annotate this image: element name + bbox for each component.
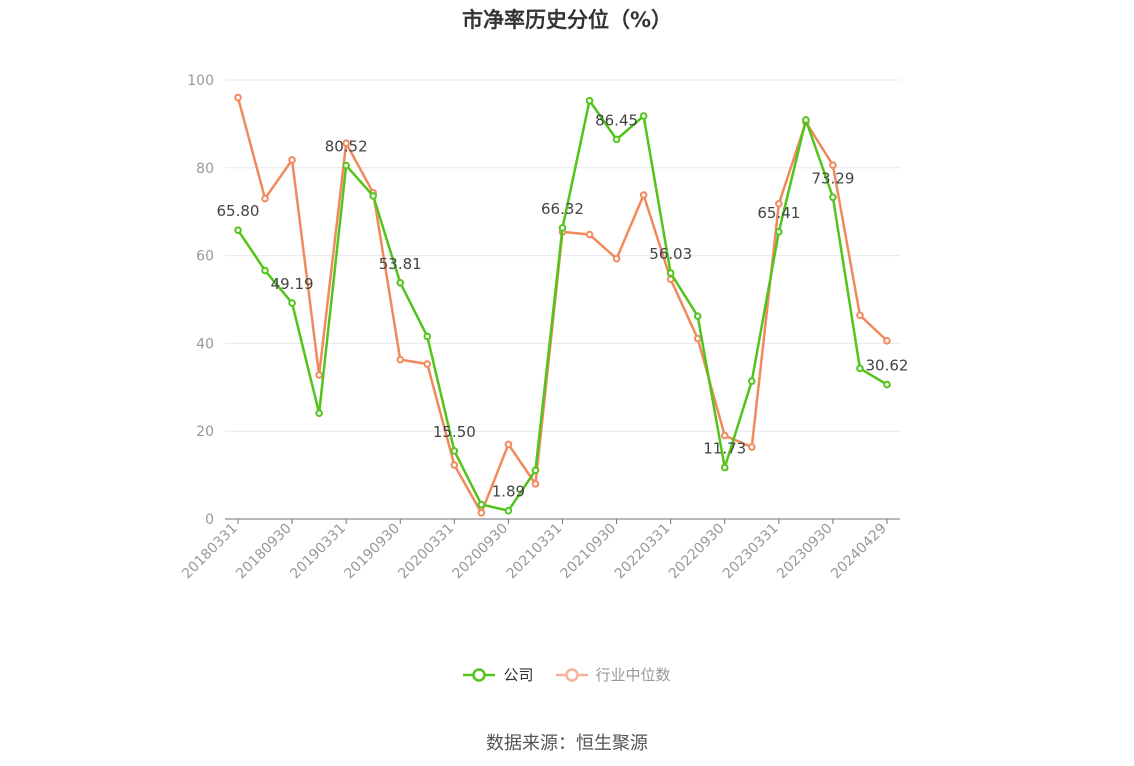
data-point-company	[856, 364, 864, 373]
x-tick-label: 20220930	[666, 521, 728, 583]
data-point-company	[531, 466, 540, 475]
data-point-industry-median	[450, 461, 459, 469]
data-point-company	[802, 116, 810, 124]
x-tick-label: 20240429	[828, 521, 890, 583]
data-point-company	[261, 266, 269, 275]
legend-item-company[interactable]: 公司	[463, 664, 534, 685]
series-line-company	[236, 99, 888, 512]
source-note: 数据来源：恒生聚源	[486, 733, 648, 754]
data-point-industry-median	[720, 431, 729, 440]
legend-marker-industry-median	[555, 667, 588, 682]
data-point-industry-median	[234, 93, 242, 102]
y-tick-label: 100	[187, 73, 214, 89]
x-tick-label: 20210930	[558, 521, 620, 583]
x-tick-label: 20230930	[774, 521, 836, 583]
x-tick-label: 20200930	[450, 521, 512, 583]
x-tick-label: 20200331	[395, 521, 457, 583]
y-tick-label: 80	[196, 161, 214, 177]
data-point-company	[720, 463, 729, 472]
data-label-company: 65.80	[217, 202, 260, 220]
data-point-company	[504, 506, 513, 515]
x-tick-label: 20180930	[233, 521, 295, 583]
y-tick-label: 20	[196, 424, 214, 440]
data-point-company	[666, 269, 675, 277]
y-tick-label: 0	[205, 512, 214, 528]
data-point-company	[585, 96, 594, 105]
data-label-company: 66.32	[541, 200, 584, 218]
data-point-industry-median	[585, 230, 594, 239]
x-tick-label: 20210331	[504, 521, 566, 583]
data-point-industry-median	[775, 199, 783, 208]
data-point-company	[315, 409, 323, 418]
data-point-industry-median	[504, 440, 513, 449]
data-point-industry-median	[612, 254, 621, 263]
data-point-company	[747, 377, 756, 385]
data-point-industry-median	[477, 509, 486, 517]
data-point-industry-median	[856, 311, 864, 320]
legend-marker-company	[463, 667, 496, 682]
data-point-company	[639, 112, 648, 120]
data-point-company	[396, 278, 405, 287]
data-point-company	[288, 299, 296, 307]
x-tick-label: 20190930	[341, 521, 403, 583]
data-label-company: 80.52	[325, 138, 368, 156]
data-point-company	[612, 135, 621, 144]
data-point-company	[234, 226, 242, 234]
data-label-company: 73.29	[811, 169, 854, 187]
data-label-company: 49.19	[271, 275, 314, 293]
x-tick-label: 20230331	[720, 521, 782, 583]
data-label-company: 53.81	[379, 255, 422, 273]
data-point-company	[883, 380, 891, 389]
legend: 公司 行业中位数	[0, 664, 1134, 685]
data-point-industry-median	[288, 156, 296, 164]
data-point-industry-median	[693, 334, 702, 343]
series-line-industry-median	[236, 97, 888, 515]
legend-item-industry-median[interactable]: 行业中位数	[555, 664, 671, 685]
data-point-industry-median	[747, 443, 756, 451]
data-point-industry-median	[315, 371, 323, 379]
data-label-company: 1.89	[492, 483, 525, 501]
legend-label-industry-median: 行业中位数	[595, 666, 671, 684]
data-label-company: 30.62	[866, 357, 909, 375]
data-point-company	[450, 447, 459, 455]
chart-title: 市净率历史分位（%）	[461, 8, 673, 32]
data-point-company	[423, 332, 432, 341]
data-point-industry-median	[639, 191, 648, 199]
data-point-company	[477, 500, 486, 509]
data-point-company	[342, 161, 350, 170]
data-point-industry-median	[883, 336, 891, 345]
data-point-company	[829, 193, 837, 202]
data-label-company: 86.45	[595, 111, 638, 129]
data-point-company	[775, 228, 783, 236]
data-label-company: 11.73	[703, 440, 746, 458]
data-point-company	[369, 192, 378, 200]
data-point-industry-median	[423, 360, 432, 368]
data-point-company	[693, 312, 702, 320]
y-tick-label: 60	[196, 249, 214, 265]
data-point-industry-median	[342, 139, 350, 148]
data-label-company: 65.41	[757, 204, 800, 222]
data-point-industry-median	[829, 161, 837, 169]
x-tick-label: 20180331	[179, 521, 241, 583]
data-point-industry-median	[396, 355, 405, 364]
data-point-company	[558, 224, 567, 232]
data-label-company: 56.03	[649, 245, 692, 263]
x-tick-label: 20190331	[287, 521, 349, 583]
legend-label-company: 公司	[503, 666, 534, 684]
x-tick-label: 20220331	[612, 521, 674, 583]
data-label-company: 15.50	[433, 423, 476, 441]
data-point-industry-median	[531, 480, 540, 488]
y-tick-label: 40	[196, 336, 214, 352]
data-point-industry-median	[261, 194, 269, 203]
